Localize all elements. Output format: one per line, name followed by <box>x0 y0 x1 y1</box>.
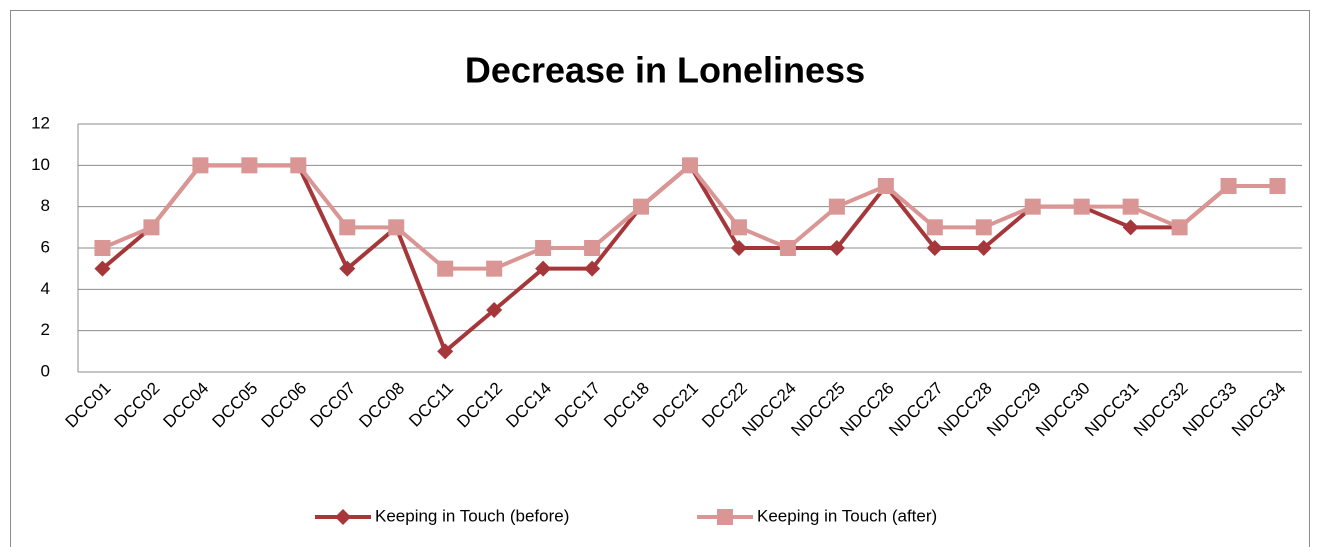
point-marker <box>926 240 943 256</box>
point-marker <box>339 219 356 236</box>
x-tick-label: DCC17 <box>551 379 604 432</box>
point-marker <box>388 219 405 236</box>
point-marker <box>584 260 601 277</box>
x-tick-label: DCC11 <box>405 379 457 431</box>
x-tick-label: DCC06 <box>257 379 310 432</box>
point-marker <box>486 302 503 318</box>
point-marker <box>828 240 845 256</box>
y-tick-label: 8 <box>41 196 50 215</box>
point-marker <box>584 240 601 256</box>
x-tick-label: DCC04 <box>160 379 213 432</box>
x-tick-label: DCC18 <box>600 379 653 432</box>
point-marker <box>975 219 992 236</box>
point-marker <box>1073 198 1090 215</box>
x-tick-label: DCC12 <box>453 379 506 432</box>
point-marker <box>730 219 747 236</box>
point-marker <box>779 240 796 256</box>
point-marker <box>486 260 503 277</box>
legend-label: Keeping in Touch (before) <box>375 506 569 525</box>
point-marker <box>633 198 650 215</box>
x-tick-label: NDCC34 <box>1228 379 1290 441</box>
point-marker <box>437 343 454 360</box>
chart-border <box>10 10 1310 547</box>
legend-label: Keeping in Touch (after) <box>757 506 937 525</box>
point-marker <box>1024 198 1041 215</box>
chart-title: Decrease in Loneliness <box>465 50 865 91</box>
point-marker <box>192 157 209 174</box>
point-marker <box>730 240 747 256</box>
x-tick-label: DCC05 <box>209 379 262 432</box>
point-marker <box>1220 178 1237 194</box>
point-marker <box>1122 219 1139 236</box>
y-tick-label: 12 <box>31 113 50 132</box>
point-marker <box>975 240 992 256</box>
point-marker <box>290 157 307 174</box>
y-tick-label: 2 <box>41 320 50 339</box>
point-marker <box>828 198 845 215</box>
y-tick-label: 4 <box>41 279 50 298</box>
y-tick-label: 10 <box>31 155 50 174</box>
point-marker <box>241 157 258 174</box>
legend-marker <box>717 509 733 525</box>
y-tick-label: 6 <box>41 237 50 256</box>
series-line <box>101 163 1278 354</box>
point-marker <box>94 240 111 256</box>
point-marker <box>535 240 552 256</box>
point-marker <box>1122 198 1139 215</box>
point-marker <box>339 260 356 277</box>
point-marker <box>94 260 111 277</box>
point-marker <box>143 219 160 236</box>
x-tick-label: DCC01 <box>62 379 115 432</box>
x-tick-label: DCC07 <box>306 379 359 432</box>
point-marker <box>535 260 552 277</box>
x-tick-label: DCC02 <box>111 379 164 432</box>
point-marker <box>1269 178 1286 194</box>
point-marker <box>877 178 894 194</box>
x-tick-label: DCC08 <box>355 379 408 432</box>
legend-marker <box>335 509 351 525</box>
point-marker <box>682 157 698 174</box>
x-tick-label: DCC21 <box>649 379 702 432</box>
point-marker <box>437 260 454 277</box>
point-marker <box>1171 219 1188 236</box>
point-marker <box>926 219 943 236</box>
x-tick-label: DCC14 <box>502 379 555 432</box>
y-tick-label: 0 <box>41 361 50 380</box>
